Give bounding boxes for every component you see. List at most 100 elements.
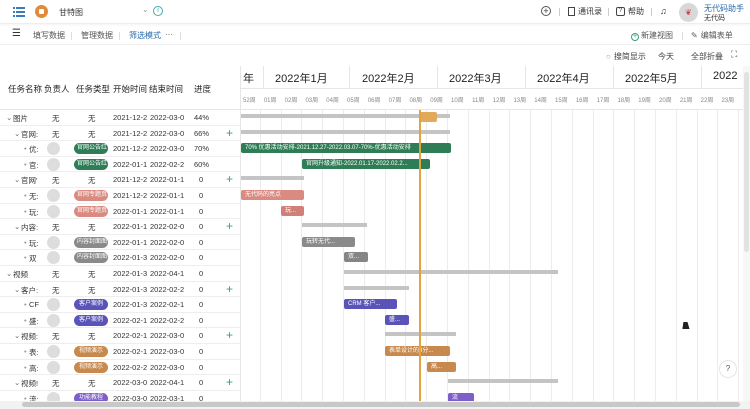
table-row[interactable]: • 玩: 内容封面图 2022-01-1 2022-02-0 0 — [0, 235, 240, 251]
task-name: 表: — [29, 348, 39, 357]
tab-manage-data[interactable]: 管理数据 — [81, 31, 113, 40]
add-subtask-icon[interactable]: + — [226, 328, 234, 343]
col-progress[interactable]: 进度 — [194, 84, 212, 94]
col-task-type[interactable]: 任务类型 — [76, 84, 111, 94]
info-icon[interactable]: i — [153, 6, 163, 16]
edit-form-button[interactable]: ✎ 编辑表单 — [691, 31, 733, 40]
task-bar[interactable]: 高... — [427, 361, 456, 372]
col-end[interactable]: 结束时间 — [149, 84, 184, 94]
more-icon[interactable]: ··· — [165, 30, 173, 39]
week-label: 15周 — [555, 98, 568, 104]
help-icon[interactable]: ? — [719, 360, 737, 378]
help-button[interactable]: ? 帮助 — [616, 6, 644, 17]
add-subtask-icon[interactable]: + — [226, 172, 234, 187]
month-header: 年 2022年1月 2022年2月 2022年3月 2022年4月 2022年5月 2022 — [241, 66, 743, 89]
table-row[interactable]: ⌄ 官网: 无 无 2021-12-2 2022-03-0 66% + — [0, 126, 240, 142]
task-bar[interactable]: 表单设计的3分... — [385, 346, 450, 356]
table-row[interactable]: • 盛: 客户案例 2022-02-1 2022-02-2 0 — [0, 313, 240, 329]
table-row[interactable]: ⌄ 官网' 无 无 2021-12-2 2022-01-1 0 + — [0, 172, 240, 188]
group-bar[interactable] — [448, 379, 558, 384]
week-label: 22周 — [700, 98, 714, 104]
contacts-button[interactable]: 通讯录 — [568, 6, 602, 17]
group-bar[interactable] — [241, 114, 450, 118]
col-task-name[interactable]: 任务名称 — [8, 84, 43, 94]
add-subtask-icon[interactable]: + — [226, 125, 234, 140]
table-row[interactable]: • 官: 官网公告红 2022-01-1 2022-02-2 60% — [0, 157, 240, 173]
table-row[interactable]: ⌄ 图片 无 无 2021-12-2 2022-03-0 44% — [0, 110, 240, 126]
tab-filter-mode[interactable]: 筛选模式 — [129, 31, 161, 40]
end-date: 2022-01-1 — [150, 191, 185, 200]
group-bar[interactable] — [241, 176, 304, 181]
col-start[interactable]: 开始时间 — [113, 84, 148, 94]
chevron-down-icon[interactable]: ⌄ — [14, 175, 21, 185]
task-bar[interactable]: 盛... — [385, 314, 409, 325]
group-bar[interactable] — [344, 285, 409, 290]
table-row[interactable]: • 表: 视频演示 2022-02-1 2022-03-0 0 — [0, 344, 240, 360]
task-bar[interactable]: 官网升级通知-2022.01.17-2022.02.2... — [302, 158, 430, 169]
table-row[interactable]: ⌄ 视频! 无 无 2022-03-0 2022-04-1 0 + — [0, 375, 240, 391]
task-type-tag: 官网公告红 — [74, 158, 108, 170]
add-subtask-icon[interactable]: + — [226, 375, 234, 390]
progress: 0 — [199, 331, 204, 341]
table-row[interactable]: • 双 内容封面图 2022-01-3 2022-02-0 0 — [0, 250, 240, 266]
tab-fill-data[interactable]: 填写数据 — [33, 31, 65, 40]
table-row[interactable]: • CF 客户案例 2022-01-3 2022-02-1 0 — [0, 297, 240, 313]
table-row[interactable]: ⌄ 视频 无 无 2022-01-3 2022-04-1 0 — [0, 266, 240, 282]
task-type-tag: 视频演示 — [74, 346, 108, 357]
task-bar[interactable]: 流 — [448, 392, 474, 401]
end-date: 2022-02-2 — [150, 315, 185, 325]
chevron-down-icon[interactable]: ⌄ — [142, 5, 149, 14]
new-view-button[interactable]: + 新建视图 — [631, 31, 673, 41]
group-bar[interactable] — [385, 332, 456, 337]
task-type-tag: 内容封面图 — [74, 252, 108, 264]
start-date: 2022-01-1 — [113, 222, 148, 232]
task-bar[interactable]: 双... — [344, 252, 368, 263]
vertical-scroll-thumb[interactable] — [744, 72, 749, 252]
horizontal-scroll-thumb[interactable] — [22, 402, 740, 407]
chevron-down-icon[interactable]: ⌄ — [14, 284, 21, 294]
chevron-down-icon[interactable]: ⌄ — [6, 113, 13, 122]
table-row[interactable]: • 无: 官网专题页 2021-12-2 2022-01-1 0 — [0, 188, 240, 204]
task-bar[interactable]: 无代码的亮点 — [241, 190, 304, 200]
fullscreen-icon[interactable]: ⛶ — [731, 49, 738, 59]
chevron-down-icon[interactable]: ⌄ — [14, 331, 21, 341]
view-controls: ○ 搜简显示 今天 全部折叠 ⛶ — [0, 46, 750, 66]
chevron-down-icon[interactable]: ⌄ — [6, 269, 13, 278]
table-row[interactable]: ⌄ 客户: 无 无 2022-01-3 2022-02-2 0 + — [0, 282, 240, 298]
end-date: 2022-02-2 — [150, 159, 185, 169]
toolbar: ☰ 填写数据 管理数据 筛选模式 ··· + 新建视图 ✎ 编辑表单 — [0, 25, 750, 45]
chevron-down-icon[interactable]: ⌄ — [14, 128, 21, 138]
menu-icon[interactable] — [13, 7, 25, 17]
chevron-down-icon[interactable]: ⌄ — [14, 222, 21, 232]
add-subtask-icon[interactable]: + — [226, 281, 234, 296]
end-date: 2022-01-1 — [150, 175, 185, 185]
progress: 0 — [199, 315, 204, 325]
task-bar[interactable]: 玩转无代... — [302, 236, 355, 247]
chevron-down-icon[interactable]: ⌄ — [14, 378, 21, 388]
progress: 66% — [194, 128, 210, 138]
list-icon[interactable]: ☰ — [12, 28, 21, 39]
today-button[interactable]: 今天 — [658, 52, 674, 61]
group-bar[interactable] — [344, 270, 558, 274]
col-owner[interactable]: 负责人 — [44, 84, 70, 94]
table-row[interactable]: ⌄ 视频: 无 无 2022-02-1 2022-03-0 0 + — [0, 328, 240, 344]
task-bar[interactable]: 70% 优惠活动安排-2021.12.27-2022.03.07-70%-优惠活… — [241, 143, 451, 154]
task-bar[interactable]: CRM 客户... — [344, 299, 397, 310]
week-label: 12周 — [492, 98, 506, 104]
table-row[interactable]: • 高: 视频演示 2022-02-2 2022-03-0 0 — [0, 360, 240, 376]
table-row[interactable]: • 玩: 官网专题页 2022-01-1 2022-01-1 0 — [0, 204, 240, 220]
bell-icon[interactable]: ♫ — [660, 6, 667, 16]
gantt-chart: 年 2022年1月 2022年2月 2022年3月 2022年4月 2022年5月 2022… — [240, 66, 743, 401]
end-date: 2022-04-1 — [150, 269, 185, 278]
avatar[interactable]: ❦ — [679, 3, 698, 22]
group-bar[interactable] — [302, 223, 367, 228]
table-row[interactable]: • 优: 官网公告红 2021-12-2 2022-03-0 70% — [0, 141, 240, 157]
task-bar[interactable]: 玩... — [281, 205, 304, 216]
task-bar[interactable] — [419, 112, 437, 122]
group-bar[interactable] — [241, 129, 450, 134]
search-display-button[interactable]: ○ 搜简显示 — [606, 52, 646, 61]
plus-circle-icon[interactable]: + — [541, 6, 551, 16]
collapse-all-button[interactable]: 全部折叠 — [691, 52, 723, 61]
table-row[interactable]: ⌄ 内容: 无 无 2022-01-1 2022-02-0 0 + — [0, 219, 240, 235]
add-subtask-icon[interactable]: + — [226, 219, 234, 234]
